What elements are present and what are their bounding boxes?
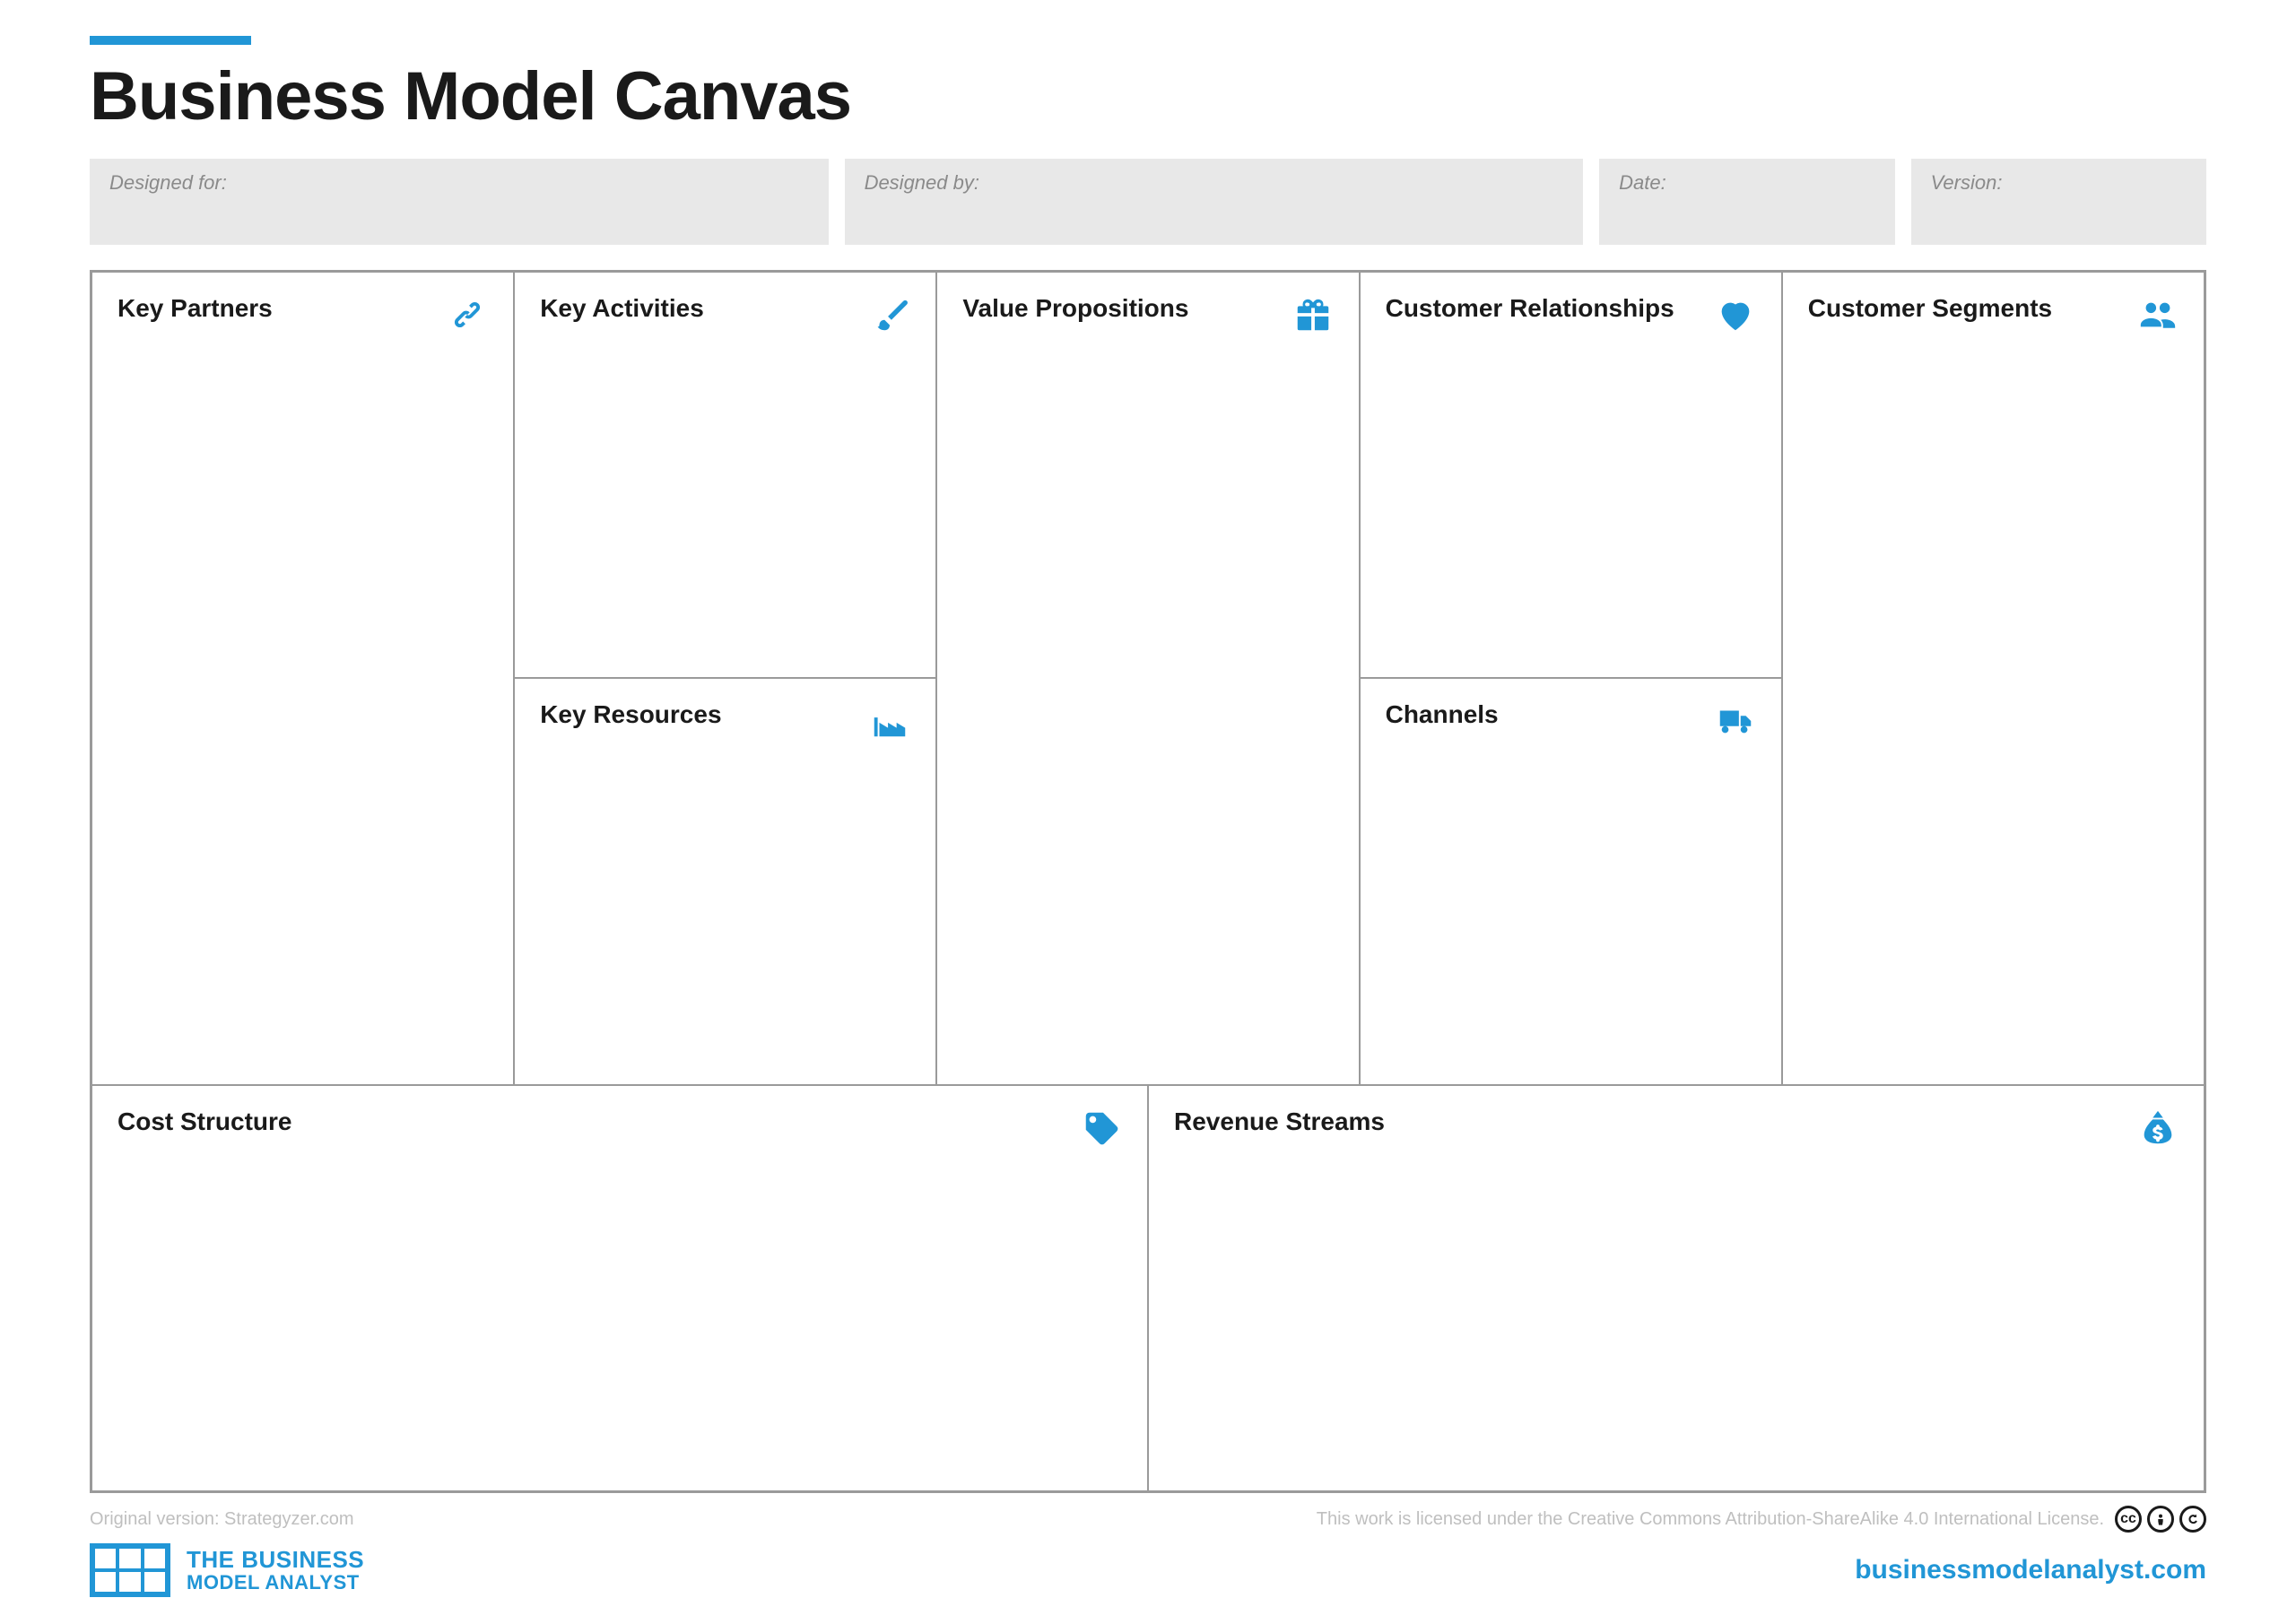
cc-badges: cc (2115, 1506, 2206, 1533)
gift-icon (1292, 294, 1334, 335)
block-key-resources[interactable]: Key Resources (514, 678, 936, 1084)
block-revenue-streams[interactable]: Revenue Streams (1148, 1085, 2205, 1491)
canvas-grid: Key Partners Key Activities Key Resource… (90, 270, 2206, 1493)
block-customer-segments[interactable]: Customer Segments (1782, 272, 2205, 1085)
block-cost-structure[interactable]: Cost Structure (91, 1085, 1148, 1491)
block-title: Channels (1386, 700, 1499, 729)
brush-icon (869, 294, 910, 335)
block-title: Key Resources (540, 700, 721, 729)
block-channels[interactable]: Channels (1360, 678, 1782, 1084)
block-customer-relationships[interactable]: Customer Relationships (1360, 272, 1782, 678)
meta-version[interactable]: Version: (1911, 159, 2206, 245)
block-value-propositions[interactable]: Value Propositions (936, 272, 1359, 1085)
brand-logo-icon (90, 1543, 170, 1597)
by-icon (2147, 1506, 2174, 1533)
link-icon (447, 294, 488, 335)
page: Business Model Canvas Designed for: Desi… (0, 0, 2296, 1624)
brand-line1: THE BUSINESS (187, 1548, 364, 1572)
footer-license-row: Original version: Strategyzer.com This w… (90, 1506, 2206, 1533)
brand-line2: MODEL ANALYST (187, 1572, 364, 1593)
sa-icon (2179, 1506, 2206, 1533)
tag-icon (1081, 1107, 1122, 1149)
meta-row: Designed for: Designed by: Date: Version… (90, 159, 2206, 245)
block-title: Key Activities (540, 294, 704, 323)
meta-designed-for[interactable]: Designed for: (90, 159, 829, 245)
cc-icon: cc (2115, 1506, 2142, 1533)
meta-date[interactable]: Date: (1599, 159, 1894, 245)
people-icon (2137, 294, 2179, 335)
block-title: Value Propositions (962, 294, 1188, 323)
truck-icon (1715, 700, 1756, 742)
block-key-partners[interactable]: Key Partners (91, 272, 514, 1085)
footer-brand-row: THE BUSINESS MODEL ANALYST businessmodel… (90, 1543, 2206, 1597)
block-title: Key Partners (117, 294, 273, 323)
moneybag-icon (2137, 1107, 2179, 1149)
meta-label: Designed by: (865, 171, 1564, 195)
block-title: Revenue Streams (1174, 1107, 1385, 1136)
license-text: This work is licensed under the Creative… (1317, 1509, 2104, 1530)
block-title: Cost Structure (117, 1107, 291, 1136)
brand: THE BUSINESS MODEL ANALYST (90, 1543, 364, 1597)
block-title: Customer Segments (1808, 294, 2052, 323)
block-key-activities[interactable]: Key Activities (514, 272, 936, 678)
original-version-text: Original version: Strategyzer.com (90, 1509, 354, 1530)
meta-label: Designed for: (109, 171, 809, 195)
meta-label: Date: (1619, 171, 1874, 195)
meta-label: Version: (1931, 171, 2187, 195)
factory-icon (869, 700, 910, 742)
page-title: Business Model Canvas (90, 57, 2206, 135)
accent-bar (90, 36, 251, 45)
block-title: Customer Relationships (1386, 294, 1674, 323)
heart-icon (1715, 294, 1756, 335)
meta-designed-by[interactable]: Designed by: (845, 159, 1584, 245)
brand-url[interactable]: businessmodelanalyst.com (1855, 1555, 2206, 1585)
